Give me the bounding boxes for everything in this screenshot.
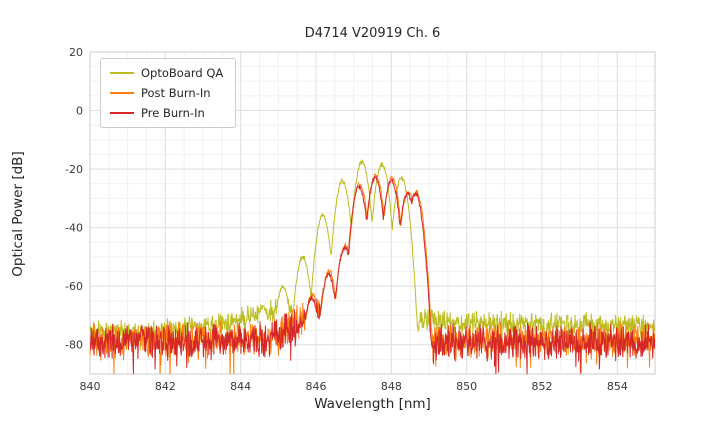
legend-line-swatch (110, 112, 134, 114)
legend-entry: Post Burn-In (110, 86, 223, 100)
legend-entry: OptoBoard QA (110, 66, 223, 80)
legend-label: OptoBoard QA (141, 66, 224, 80)
legend-line-swatch (110, 92, 134, 94)
legend-label: Post Burn-In (141, 86, 211, 100)
legend-entry: Pre Burn-In (110, 106, 223, 120)
legend-line-swatch (110, 72, 134, 74)
x-axis-label: Wavelength [nm] (314, 396, 431, 412)
plot-title: D4714 V20919 Ch. 6 (304, 26, 441, 41)
legend-label: Pre Burn-In (141, 106, 205, 120)
y-axis-label: Optical Power [dB] (10, 151, 26, 277)
legend: OptoBoard QA Post Burn-In Pre Burn-In (100, 58, 237, 128)
